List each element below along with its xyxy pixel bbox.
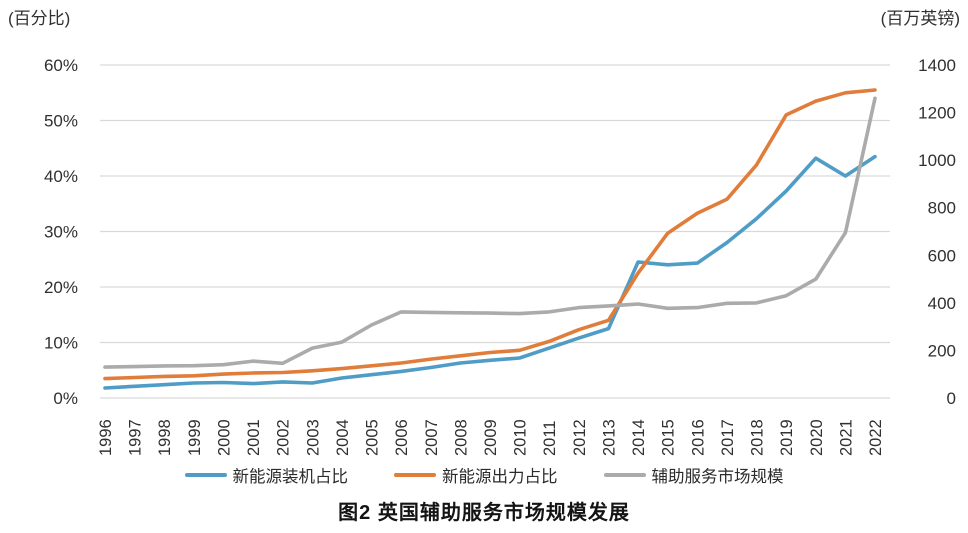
x-axis-year-label: 2011 [541,421,559,456]
x-axis-year-label: 2019 [778,419,796,456]
x-axis-year-label: 2017 [719,419,737,456]
x-axis-year-label: 1999 [186,419,204,456]
x-axis-year-label: 1996 [97,419,115,456]
legend-label: 新能源出力占比 [442,468,558,486]
legend: 新能源装机占比 新能源出力占比 辅助服务市场规模 [0,460,968,490]
line-chart: (百分比) (百万英镑) 0%10%20%30%40%50%60% 020040… [8,9,960,456]
x-axis-year-label: 2013 [600,419,618,456]
legend-item-output-share: 新能源出力占比 [394,463,558,487]
legend-line-blue [184,473,227,477]
x-axis-year-label: 1997 [127,419,145,456]
right-axis-tick-label: 1400 [918,56,956,75]
right-axis-tick-label: 200 [928,341,956,360]
left-axis-tick-label: 60% [44,56,78,75]
x-axis-year-label: 2020 [808,419,826,456]
right-axis-tick-label: 1200 [918,104,956,123]
right-axis-unit-label: (百万英镑) [881,9,960,28]
series-line-2 [103,96,877,369]
x-axis-year-label: 2012 [571,419,589,456]
left-axis-tick-label: 50% [44,112,78,131]
left-axis-tick-label: 30% [44,223,78,242]
right-axis-tick-label: 400 [928,294,956,313]
x-axis-year-label: 2014 [630,419,648,456]
x-axis-year-ticks: 1996 1997 1998 1999 2000 2001 2002 2003 2004 2005… [97,419,885,456]
series-line-0 [103,154,877,390]
left-axis-tick-label: 10% [44,334,78,353]
left-axis-unit-label: (百分比) [8,9,70,28]
right-axis-tick-label: 800 [928,199,956,218]
legend-line-gray [603,473,646,477]
left-axis-tick-label: 20% [44,278,78,297]
x-axis-year-label: 2007 [423,419,441,456]
right-axis-tick-label: 0 [947,389,956,408]
x-axis-year-label: 2000 [215,419,233,456]
gridlines [100,64,890,399]
right-axis-ticks: 0 200 400 600 800 1000 1200 1400 [918,56,956,408]
x-axis-year-label: 2016 [689,419,707,456]
x-axis-year-label: 2010 [512,419,530,456]
legend-label: 新能源装机占比 [232,468,349,486]
left-axis-tick-label: 40% [44,167,78,186]
x-axis-year-label: 2022 [867,419,885,456]
right-axis-tick-label: 600 [928,246,956,265]
x-axis-year-label: 2015 [660,419,678,456]
figure-caption: 图2 英国辅助服务市场规模发展 [338,502,630,524]
series-line-1 [103,88,877,381]
x-axis-year-label: 2001 [245,419,263,456]
x-axis-year-label: 2021 [837,419,855,456]
x-axis-year-label: 2018 [749,419,767,456]
legend-item-installed-share: 新能源装机占比 [184,463,349,487]
x-axis-year-label: 1998 [156,419,174,456]
x-axis-year-label: 2008 [452,419,470,456]
x-axis-year-label: 2006 [393,419,411,456]
left-axis-tick-label: 0% [53,389,78,408]
legend-item-market-size: 辅助服务市场规模 [603,463,784,487]
legend-line-orange [394,473,436,477]
right-axis-tick-label: 1000 [918,151,956,170]
series-lines [103,88,877,390]
x-axis-year-label: 2003 [304,419,322,456]
x-axis-year-label: 2004 [334,419,352,456]
x-axis-year-label: 2009 [482,419,500,456]
left-axis-ticks: 0% 10% 20% 30% 40% 50% 60% [44,56,78,408]
x-axis-year-label: 2005 [364,419,382,456]
x-axis-year-label: 2002 [275,419,293,456]
legend-label: 辅助服务市场规模 [651,468,784,486]
